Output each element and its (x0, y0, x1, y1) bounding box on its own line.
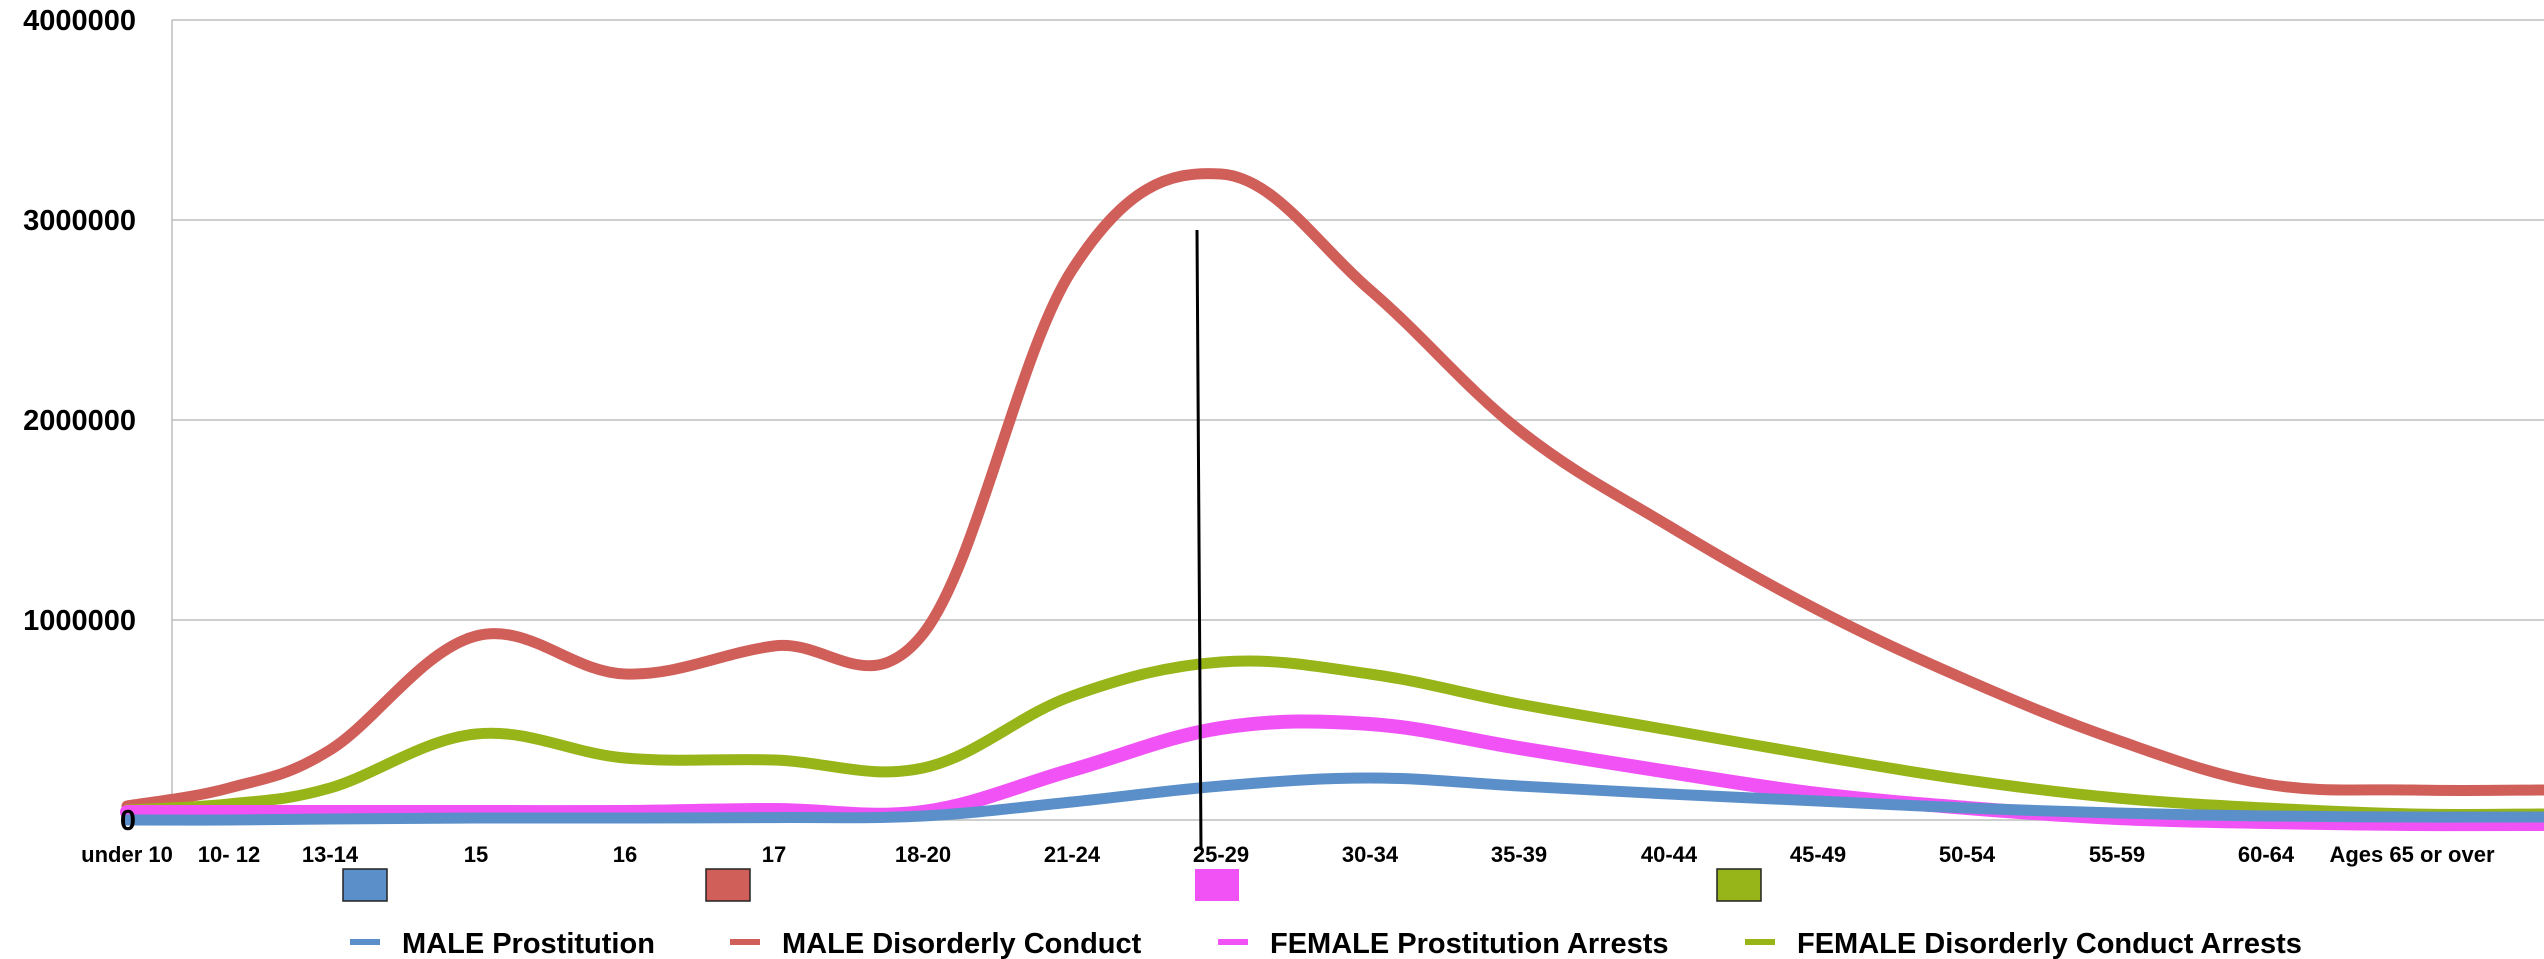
y-tick-label: 3000000 (23, 205, 136, 237)
x-tick-label: 18-20 (895, 842, 951, 867)
x-tick-label: 13-14 (302, 842, 359, 867)
x-tick-label: 35-39 (1491, 842, 1547, 867)
tick-labels: 0 1000000 2000000 3000000 4000000 under 10 10-… (23, 5, 2495, 867)
legend-swatch-female-prostitution-arrests (1195, 869, 1239, 901)
legend-label: FEMALE Disorderly Conduct Arrests (1797, 928, 2302, 959)
x-tick-label: 60-64 (2238, 842, 2295, 867)
series-lines (120, 168, 2544, 832)
legend-swatch-male-disorderly-conduct (705, 868, 751, 902)
vertical-marker-line (1195, 229, 1203, 851)
x-tick-label: 16 (613, 842, 637, 867)
y-tick-label: 2000000 (23, 405, 136, 437)
x-tick-label: under 10 (81, 842, 173, 867)
series-line-male-prostitution (121, 772, 2544, 826)
x-tick-label: 17 (762, 842, 786, 867)
series-line-male-disorderly-conduct (121, 168, 2544, 812)
series-line-female-disorderly-conduct-arrests (121, 655, 2544, 820)
x-tick-label: 40-44 (1641, 842, 1698, 867)
x-tick-label: 55-59 (2089, 842, 2145, 867)
y-tick-label: 0 (120, 805, 136, 837)
x-tick-label: 50-54 (1939, 842, 1996, 867)
x-tick-label: 30-34 (1342, 842, 1399, 867)
x-tick-label: 10- 12 (198, 842, 260, 867)
x-tick-label: 45-49 (1790, 842, 1846, 867)
legend-swatch-female-disorderly-conduct-arrests (1716, 868, 1762, 902)
x-tick-label: Ages 65 or over (2329, 842, 2495, 867)
x-tick-label: 21-24 (1044, 842, 1101, 867)
y-tick-label: 4000000 (23, 5, 136, 37)
legend: MALE Prostitution MALE Disorderly Conduct… (342, 868, 2302, 959)
x-tick-label: 25-29 (1193, 842, 1249, 867)
y-tick-label: 1000000 (23, 605, 136, 637)
annotations (1195, 229, 1203, 851)
legend-swatch-male-prostitution (342, 868, 388, 902)
legend-item-male-disorderly-conduct: MALE Disorderly Conduct (730, 928, 1142, 959)
legend-item-female-disorderly-conduct-arrests: FEMALE Disorderly Conduct Arrests (1745, 928, 2302, 959)
legend-item-male-prostitution: MALE Prostitution (350, 928, 655, 959)
x-tick-label: 15 (464, 842, 488, 867)
grid-lines (172, 19, 2544, 821)
legend-label: MALE Prostitution (402, 928, 655, 959)
legend-label: MALE Disorderly Conduct (782, 928, 1142, 959)
legend-item-female-prostitution-arrests: FEMALE Prostitution Arrests (1218, 928, 1669, 959)
legend-label: FEMALE Prostitution Arrests (1270, 928, 1669, 959)
